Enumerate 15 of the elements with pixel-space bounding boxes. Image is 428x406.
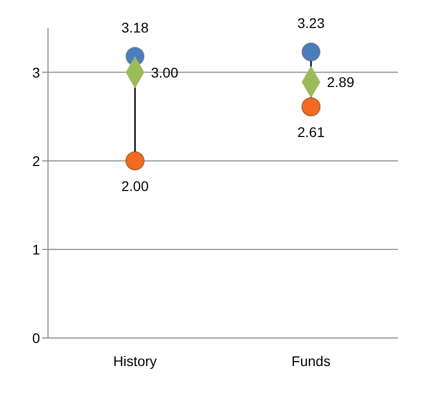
data-label: 2.89 (327, 74, 354, 90)
y-tick-label: 0 (32, 330, 40, 346)
x-tick-label: History (113, 352, 157, 369)
data-label: 3.18 (121, 19, 149, 36)
point (125, 151, 145, 170)
point (301, 97, 321, 116)
y-tick-label: 2 (32, 152, 40, 169)
data-label: 2.61 (297, 124, 325, 140)
y-tick-label: 1 (32, 241, 40, 258)
data-label: 2.00 (121, 178, 149, 194)
data-label: 3.23 (297, 14, 325, 31)
point (301, 42, 321, 62)
y-tick-label: 3 (32, 64, 40, 80)
data-label: 3.00 (151, 64, 178, 80)
x-tick-label: Funds (292, 352, 330, 369)
